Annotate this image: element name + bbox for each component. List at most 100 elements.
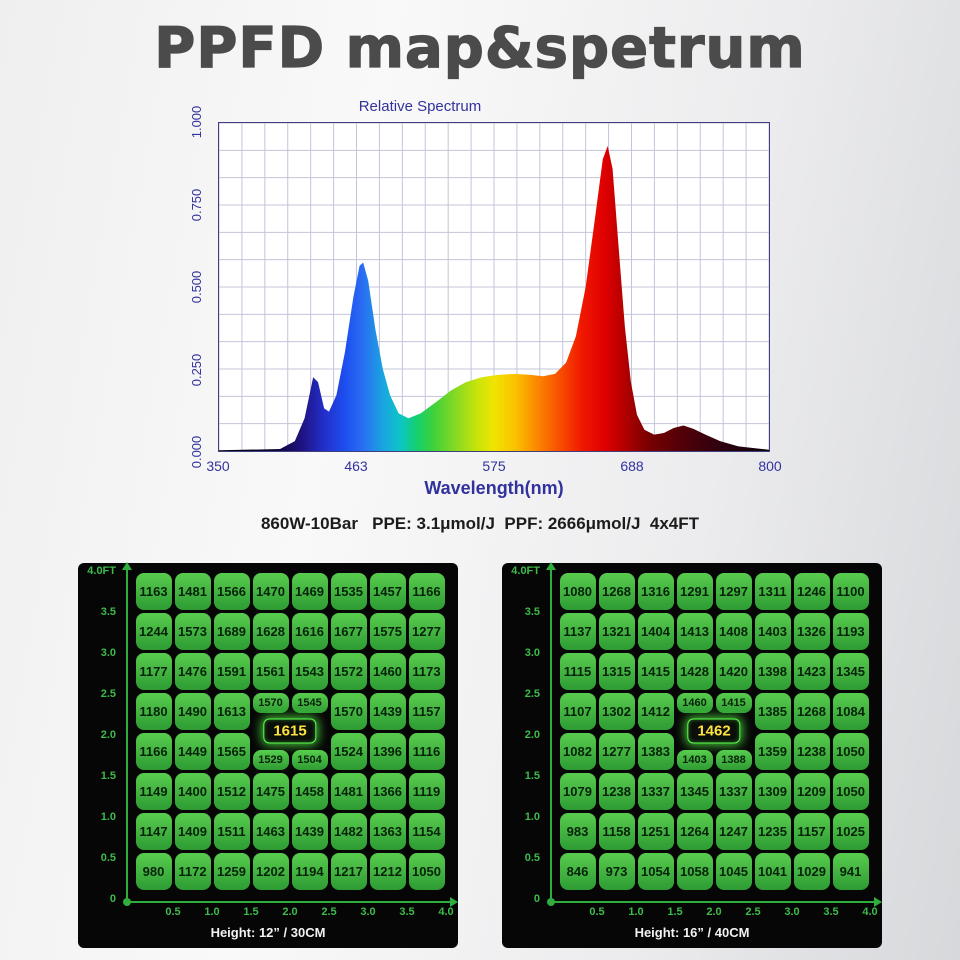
ppfd-cell: 1137 <box>559 612 596 650</box>
map-y-axis-line <box>126 569 128 902</box>
spectrum-chart: Relative Spectrum <box>188 98 782 498</box>
map-x-tick: 1.5 <box>667 906 683 918</box>
ppfd-cell: 1366 <box>369 772 406 810</box>
ppfd-cell: 1209 <box>793 772 830 810</box>
ppfd-cell: 1396 <box>369 732 406 770</box>
ppfd-cell: 983 <box>559 812 596 850</box>
ppfd-cell: 1277 <box>598 732 635 770</box>
map-x-tick: 2.0 <box>282 906 298 918</box>
ppfd-cell: 1403 <box>676 749 713 770</box>
ppfd-cell: 1409 <box>174 812 211 850</box>
map-y-axis-arrow-icon <box>546 562 556 570</box>
ppfd-cell: 1166 <box>408 572 445 610</box>
ppfd-cell: 1172 <box>174 852 211 890</box>
map-y-tick: 2.5 <box>100 688 116 700</box>
map-y-tick: 3.5 <box>100 606 116 618</box>
ppfd-cell: 1677 <box>330 612 367 650</box>
ppfd-cell: 1476 <box>174 652 211 690</box>
ppfd-cell: 1529 <box>252 749 289 770</box>
ppfd-center-value: 1462 <box>687 718 741 744</box>
ppfd-cell: 1423 <box>793 652 830 690</box>
map-y-tick: 3.0 <box>524 647 540 659</box>
map-y-tick: 1.5 <box>100 770 116 782</box>
ppfd-cell: 1149 <box>135 772 172 810</box>
ppfd-cell: 1311 <box>754 572 791 610</box>
spectrum-x-tick: 688 <box>620 458 644 474</box>
ppfd-cell: 1321 <box>598 612 635 650</box>
ppfd-cell: 1511 <box>213 812 250 850</box>
ppfd-cell: 1463 <box>252 812 289 850</box>
ppfd-cell: 1084 <box>832 692 869 730</box>
ppfd-cell: 1572 <box>330 652 367 690</box>
ppfd-cell: 1449 <box>174 732 211 770</box>
map-x-tick: 3.0 <box>784 906 800 918</box>
map-y-tick: 1.0 <box>100 811 116 823</box>
spectrum-title: Relative Spectrum <box>358 98 482 115</box>
map-origin-label: 0 <box>109 893 116 905</box>
ppfd-cell: 1403 <box>754 612 791 650</box>
ppfd-cell: 1080 <box>559 572 596 610</box>
ppfd-cell: 1251 <box>637 812 674 850</box>
map-origin-dot <box>547 898 555 906</box>
ppfd-cell: 1573 <box>174 612 211 650</box>
ppfd-cell: 1268 <box>793 692 830 730</box>
ppfd-cell: 1575 <box>369 612 406 650</box>
ppfd-cell: 1359 <box>754 732 791 770</box>
ppfd-cell: 1545 <box>291 692 328 713</box>
ppfd-cell: 1050 <box>832 772 869 810</box>
map-x-tick: 4.0 <box>438 906 454 918</box>
map-height-label: Height: 12” / 30CM <box>210 925 326 940</box>
ppfd-map-12in: 4.0FT 3.5 3.0 2.5 2.0 1.5 1.0 0.5 0 0.5 1.0 1.5 2.0… <box>78 562 458 948</box>
map-x-tick: 0.5 <box>589 906 605 918</box>
ppfd-cell: 1157 <box>408 692 445 730</box>
ppfd-cell: 1212 <box>369 852 406 890</box>
map-y-tick: 0.5 <box>524 852 540 864</box>
spectrum-curve <box>219 145 769 451</box>
ppfd-cell: 1415 <box>637 652 674 690</box>
ppfd-cell: 1408 <box>715 612 752 650</box>
map-x-tick: 1.0 <box>204 906 220 918</box>
ppfd-cell: 1115 <box>559 652 596 690</box>
ppfd-grid: 1462 1080 1268 1316 1291 1297 1311 1246 1100 113… <box>558 571 870 891</box>
ppfd-cell: 1166 <box>135 732 172 770</box>
ppfd-cell: 1100 <box>832 572 869 610</box>
ppfd-map-16in: 4.0FT 3.5 3.0 2.5 2.0 1.5 1.0 0.5 0 0.5 1.0 1.5 2.0… <box>502 562 882 948</box>
ppfd-cell: 1116 <box>408 732 445 770</box>
map-x-tick: 2.5 <box>745 906 761 918</box>
ppfd-cell: 1177 <box>135 652 172 690</box>
map-x-tick: 4.0 <box>862 906 878 918</box>
ppfd-cell: 1385 <box>754 692 791 730</box>
ppfd-cell: 1398 <box>754 652 791 690</box>
ppfd-cell: 1412 <box>637 692 674 730</box>
map-x-ticks: 0.5 1.0 1.5 2.0 2.5 3.0 3.5 4.0 <box>134 906 453 920</box>
ppfd-cell: 1337 <box>715 772 752 810</box>
map-y-tick: 2.0 <box>100 729 116 741</box>
ppfd-cell: 1309 <box>754 772 791 810</box>
ppfd-cell: 1591 <box>213 652 250 690</box>
ppfd-grid: 1615 1163 1481 1566 1470 1469 1535 1457 1166 124… <box>134 571 446 891</box>
ppfd-cell: 1383 <box>637 732 674 770</box>
ppfd-cell: 1259 <box>213 852 250 890</box>
product-specs: 860W-10Bar PPE: 3.1μmol/J PPF: 2666μmol/… <box>260 514 700 533</box>
map-x-tick: 3.5 <box>823 906 839 918</box>
ppfd-cell: 941 <box>832 852 869 890</box>
map-x-axis-arrow-icon <box>450 897 458 907</box>
ppfd-cell: 1475 <box>252 772 289 810</box>
ppfd-cell: 1291 <box>676 572 713 610</box>
map-y-tick: 4.0FT <box>87 565 116 577</box>
ppfd-cell: 1217 <box>330 852 367 890</box>
map-y-axis-arrow-icon <box>122 562 132 570</box>
ppfd-cell: 1404 <box>637 612 674 650</box>
ppfd-cell: 1481 <box>330 772 367 810</box>
map-y-tick: 1.0 <box>524 811 540 823</box>
map-y-tick: 2.0 <box>524 729 540 741</box>
map-y-tick: 3.0 <box>100 647 116 659</box>
ppfd-cell: 1428 <box>676 652 713 690</box>
ppfd-cell: 1297 <box>715 572 752 610</box>
ppfd-cell: 1415 <box>715 692 752 713</box>
ppfd-cell: 1616 <box>291 612 328 650</box>
ppfd-cell: 1439 <box>291 812 328 850</box>
map-y-tick: 1.5 <box>524 770 540 782</box>
map-x-tick: 1.5 <box>243 906 259 918</box>
ppfd-cell: 1194 <box>291 852 328 890</box>
